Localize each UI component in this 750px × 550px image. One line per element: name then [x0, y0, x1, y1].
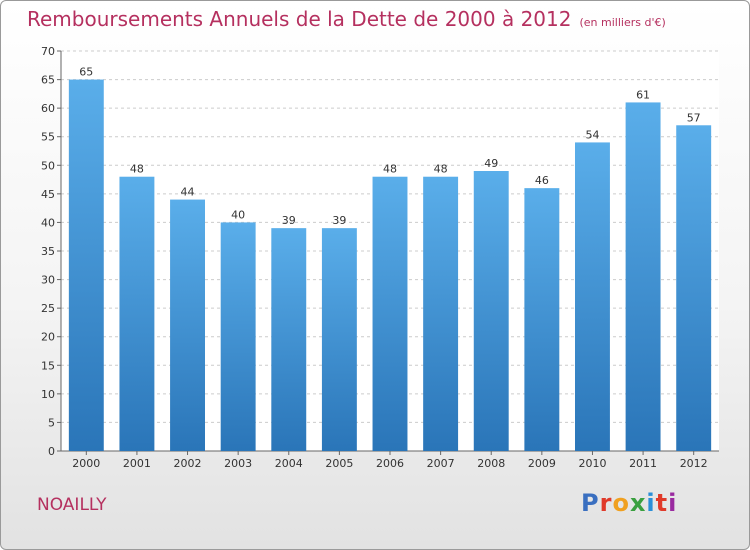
- y-tick-label: 35: [41, 245, 55, 258]
- x-tick-label: 2000: [72, 457, 100, 470]
- proxiti-logo: Proxiti: [581, 489, 677, 517]
- data-label: 39: [332, 214, 346, 227]
- x-tick-label: 2004: [275, 457, 303, 470]
- y-tick-label: 25: [41, 302, 55, 315]
- data-label: 57: [687, 111, 701, 124]
- x-tick-label: 2008: [477, 457, 505, 470]
- bar: [625, 102, 661, 451]
- data-label: 48: [434, 163, 448, 176]
- logo-letter: r: [599, 489, 613, 517]
- data-label: 39: [282, 214, 296, 227]
- logo-letter: t: [655, 489, 669, 517]
- x-tick-label: 2012: [680, 457, 708, 470]
- data-label: 54: [585, 128, 599, 141]
- y-tick-label: 5: [48, 416, 55, 429]
- logo-letter: x: [629, 489, 647, 517]
- bar: [271, 228, 307, 451]
- bar: [220, 222, 256, 451]
- x-tick-label: 2002: [174, 457, 202, 470]
- commune-name: NOAILLY: [37, 495, 107, 515]
- x-tick-label: 2006: [376, 457, 404, 470]
- title-text: Remboursements Annuels de la Dette de 20…: [27, 7, 572, 31]
- data-label: 65: [79, 66, 93, 79]
- y-tick-label: 60: [41, 102, 55, 115]
- y-tick-label: 65: [41, 74, 55, 87]
- y-tick-label: 70: [41, 45, 55, 58]
- bar: [68, 79, 104, 452]
- bar: [676, 125, 712, 452]
- y-tick-label: 30: [41, 274, 55, 287]
- data-label: 61: [636, 88, 650, 101]
- data-label: 48: [130, 163, 144, 176]
- y-tick-label: 15: [41, 359, 55, 372]
- y-tick-label: 50: [41, 159, 55, 172]
- bar: [170, 199, 206, 451]
- data-label: 48: [383, 163, 397, 176]
- bar: [119, 176, 155, 451]
- bar: [524, 188, 560, 451]
- y-tick-label: 45: [41, 188, 55, 201]
- x-tick-label: 2011: [629, 457, 657, 470]
- bar: [321, 228, 357, 451]
- y-tick-label: 0: [48, 445, 55, 458]
- x-tick-label: 2005: [325, 457, 353, 470]
- logo-letter: i: [646, 489, 656, 517]
- x-tick-label: 2001: [123, 457, 151, 470]
- x-tick-label: 2003: [224, 457, 252, 470]
- logo-letter: i: [668, 489, 678, 517]
- data-label: 49: [484, 157, 498, 170]
- bar: [574, 142, 610, 451]
- bar: [372, 176, 408, 451]
- x-tick-label: 2010: [578, 457, 606, 470]
- y-tick-label: 20: [41, 331, 55, 344]
- logo-letter: P: [581, 489, 600, 517]
- x-tick-label: 2009: [528, 457, 556, 470]
- chart-title: Remboursements Annuels de la Dette de 20…: [27, 7, 666, 31]
- x-tick-label: 2007: [427, 457, 455, 470]
- data-label: 40: [231, 208, 245, 221]
- logo-letter: o: [612, 489, 630, 517]
- unit-label: (en milliers d'€): [579, 16, 666, 29]
- bar: [423, 176, 459, 451]
- y-tick-label: 10: [41, 388, 55, 401]
- data-label: 44: [181, 186, 195, 199]
- data-label: 46: [535, 174, 549, 187]
- bar: [473, 171, 509, 451]
- y-tick-label: 55: [41, 131, 55, 144]
- y-tick-label: 40: [41, 216, 55, 229]
